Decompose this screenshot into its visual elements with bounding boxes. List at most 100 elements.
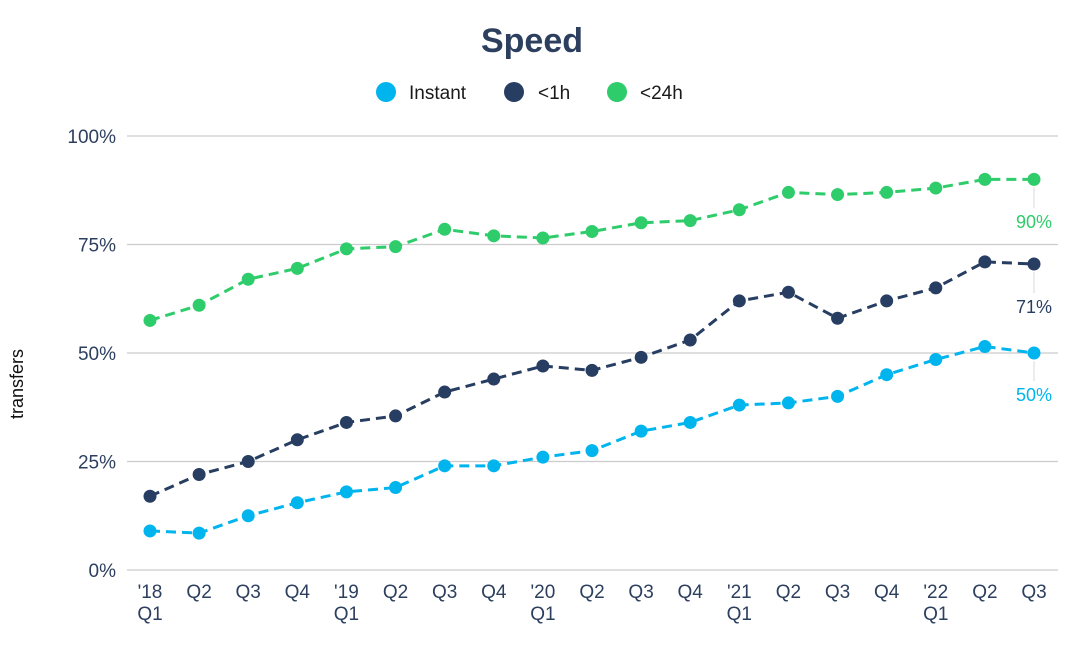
- data-point: [241, 455, 255, 468]
- data-point: [192, 526, 206, 540]
- x-tick-label: Q4: [481, 582, 507, 603]
- y-tick-label: 25%: [78, 453, 116, 474]
- y-tick-label: 0%: [89, 561, 117, 582]
- data-point: [241, 509, 255, 523]
- x-tick-label: Q4: [678, 582, 704, 603]
- series-<1h: 71%: [143, 255, 1052, 503]
- x-tick-label: Q3: [432, 582, 457, 603]
- data-point: [880, 185, 894, 199]
- data-point: [536, 450, 550, 464]
- data-point: [192, 298, 206, 312]
- data-point: [732, 398, 746, 412]
- data-point: [143, 313, 157, 327]
- data-point: [389, 409, 403, 423]
- data-point: [880, 368, 894, 382]
- x-tick-label: Q3: [628, 582, 653, 603]
- x-tick-label: Q2: [186, 582, 211, 603]
- y-tick-label: 75%: [78, 236, 116, 257]
- x-axis: '18 Q1 Q2 Q3 Q4 '19 Q1 Q2 Q3 Q4 '20 Q1 Q2 Q3 Q4 '21 Q1 Q2…: [137, 582, 1046, 625]
- series-line: [149, 177, 1034, 322]
- data-point: [732, 294, 746, 308]
- x-tick-label: Q4: [285, 582, 311, 603]
- data-point: [339, 415, 353, 429]
- x-tick-label: Q3: [825, 582, 850, 603]
- data-point: [143, 489, 157, 503]
- data-point: [192, 468, 206, 482]
- data-point: [585, 444, 599, 458]
- data-point: [634, 424, 648, 438]
- x-tick-label: Q4: [874, 582, 900, 603]
- grid-lines: [127, 135, 1058, 571]
- x-tick-label: Q2: [383, 582, 408, 603]
- legend-marker: [504, 82, 524, 102]
- data-point: [781, 285, 795, 299]
- x-tick-label: '19 Q1: [334, 582, 359, 625]
- x-tick-label: Q2: [972, 582, 997, 603]
- chart-title: Speed: [481, 22, 583, 60]
- x-tick-label: Q3: [1021, 582, 1046, 603]
- legend: Instant <1h <24h: [376, 82, 683, 104]
- data-point: [683, 415, 697, 429]
- data-point: [683, 214, 697, 228]
- data-point: [241, 272, 255, 286]
- legend-marker: [607, 82, 627, 102]
- series-Instant: 50%: [143, 339, 1052, 540]
- x-tick-label: Q2: [579, 582, 604, 603]
- data-point: [929, 181, 943, 195]
- data-point: [978, 339, 992, 353]
- y-tick-label: 100%: [67, 127, 116, 148]
- y-axis: 0% 25% 50% 75% 100%: [67, 127, 116, 582]
- data-point: [683, 333, 697, 347]
- data-point: [880, 294, 894, 308]
- data-point: [831, 389, 845, 403]
- data-point: [1027, 346, 1041, 360]
- data-point: [929, 281, 943, 295]
- data-point: [1027, 172, 1041, 186]
- data-point: [929, 353, 943, 367]
- legend-marker: [376, 82, 396, 102]
- x-tick-label: '21 Q1: [727, 582, 752, 625]
- end-value-label: 90%: [1016, 212, 1052, 232]
- x-tick-label: Q3: [236, 582, 261, 603]
- x-tick-label: '20 Q1: [530, 582, 555, 625]
- data-point: [143, 524, 157, 538]
- data-point: [634, 216, 648, 230]
- data-point: [732, 203, 746, 217]
- data-point: [438, 459, 452, 473]
- data-point: [1027, 257, 1041, 271]
- data-point: [389, 240, 403, 254]
- data-point: [634, 350, 648, 364]
- x-tick-label: '18 Q1: [137, 582, 162, 625]
- legend-entry: <1h: [538, 83, 570, 104]
- data-point: [536, 231, 550, 245]
- data-point: [438, 222, 452, 236]
- legend-entry: <24h: [640, 83, 683, 104]
- data-point: [487, 459, 501, 473]
- end-value-label: 71%: [1016, 297, 1052, 317]
- data-point: [290, 433, 304, 447]
- data-point: [536, 359, 550, 373]
- data-point: [339, 242, 353, 256]
- data-point: [585, 224, 599, 238]
- data-point: [487, 229, 501, 243]
- data-point: [585, 363, 599, 377]
- x-tick-label: '22 Q1: [923, 582, 948, 625]
- data-point: [978, 172, 992, 186]
- data-point: [978, 255, 992, 269]
- data-point: [781, 185, 795, 199]
- y-tick-label: 50%: [78, 344, 116, 365]
- data-point: [290, 496, 304, 510]
- data-point: [290, 261, 304, 275]
- legend-entry: Instant: [409, 83, 467, 104]
- y-axis-label: transfers: [7, 349, 27, 419]
- data-point: [339, 485, 353, 499]
- series-group: 50% 71% 90%: [143, 172, 1052, 540]
- data-point: [781, 396, 795, 410]
- data-point: [487, 372, 501, 386]
- data-point: [831, 311, 845, 325]
- end-value-label: 50%: [1016, 385, 1052, 405]
- x-tick-label: Q2: [776, 582, 801, 603]
- data-point: [389, 481, 403, 495]
- data-point: [831, 188, 845, 202]
